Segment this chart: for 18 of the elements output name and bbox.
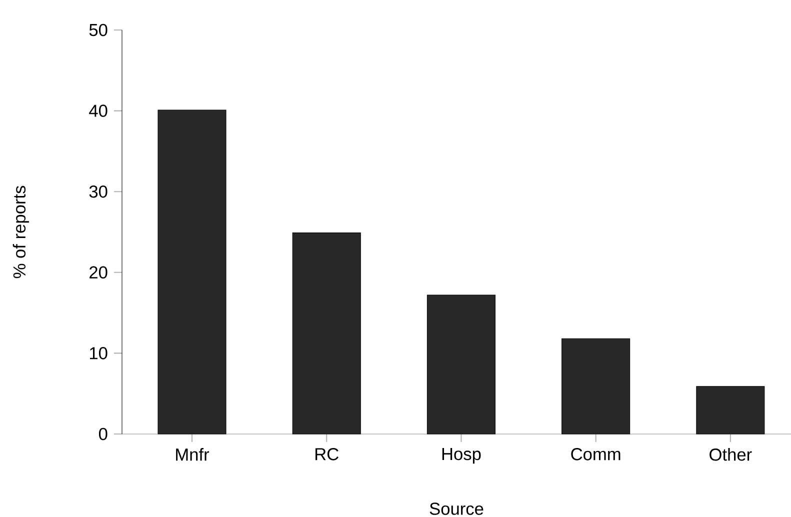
y-axis-title: % of reports	[12, 186, 29, 278]
bar	[696, 386, 765, 434]
y-tick-label: 10	[90, 347, 108, 360]
x-tick-label: Hosp	[442, 448, 481, 464]
y-tick-label: 50	[89, 24, 108, 36]
x-tick-label: Mnfr	[176, 448, 210, 461]
y-tick-label: 20	[90, 266, 108, 279]
bar	[292, 232, 361, 434]
x-tick-label: Comm	[571, 448, 620, 460]
x-tick-label: RC	[316, 448, 338, 460]
bar	[426, 294, 496, 434]
y-tick-label: 30	[89, 185, 108, 198]
bar	[562, 338, 630, 434]
x-axis-title: Source	[430, 502, 484, 515]
y-tick-label: 0	[98, 428, 108, 440]
x-tick-label: Other	[710, 448, 752, 461]
y-tick-label: 40	[89, 104, 108, 117]
bar	[158, 110, 226, 434]
